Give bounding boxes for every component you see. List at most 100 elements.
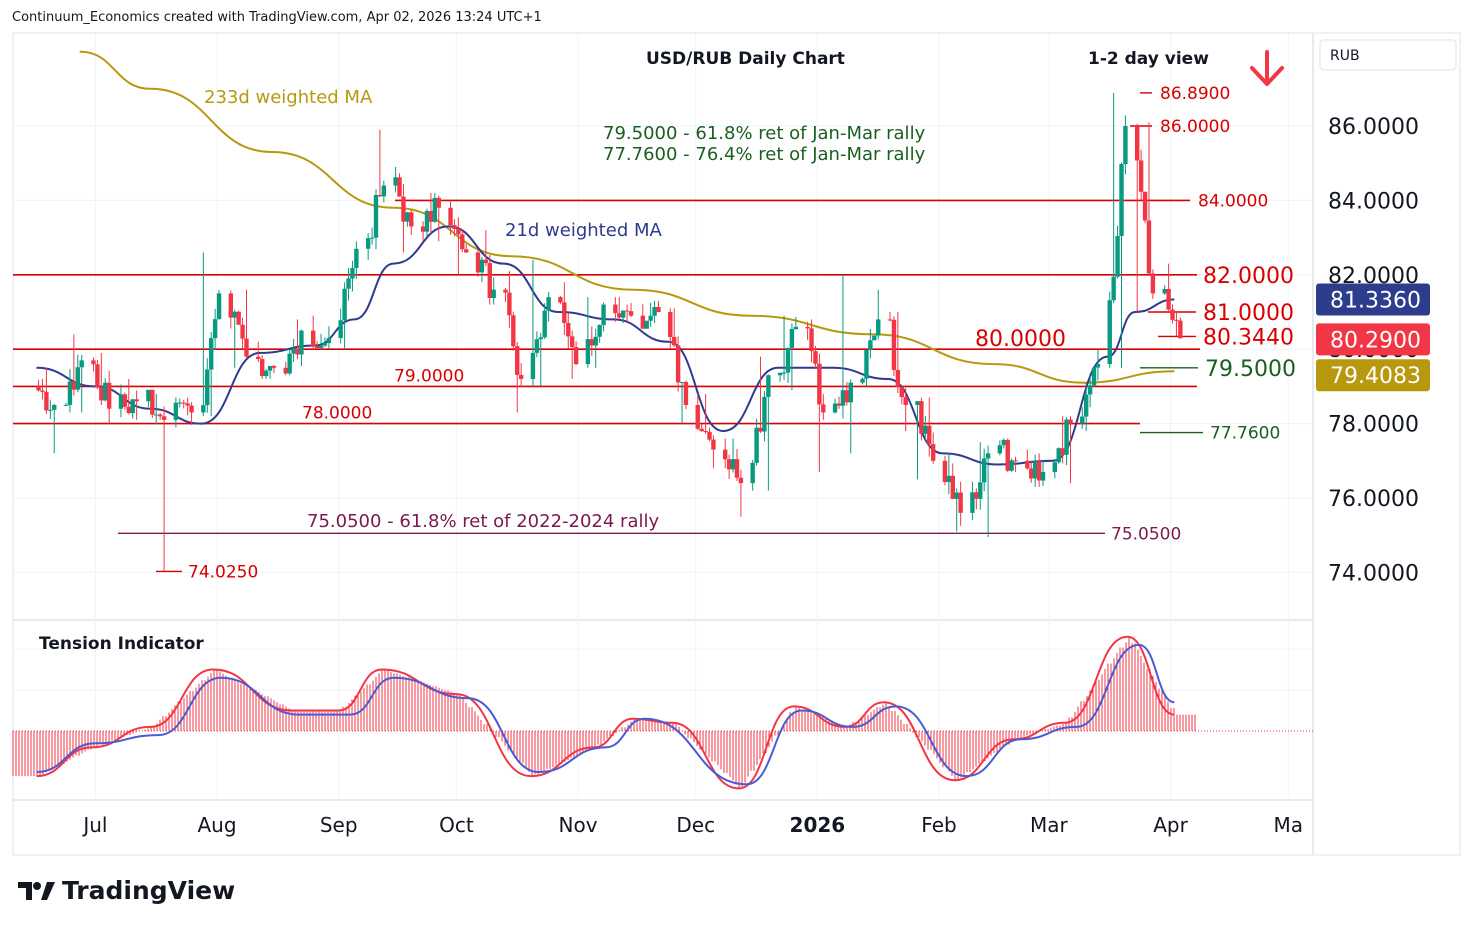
candle-body [789,329,795,348]
candle [734,448,740,482]
candle-body [624,310,630,312]
candle [613,297,618,322]
ma21-path [36,225,1175,466]
candle [232,309,237,368]
time-tick-3: Oct [439,813,474,837]
candle [475,248,481,277]
candle [71,334,77,396]
candle [487,254,492,305]
candle [299,329,304,366]
candle-body [558,297,563,303]
candle [1142,191,1148,224]
candle [134,390,139,420]
candle [244,289,249,359]
candle-body [271,365,277,368]
candle-body [401,196,406,222]
candle [558,295,563,305]
candle-body [369,237,375,239]
candle-body [848,382,853,403]
price-badge-bg [1316,359,1430,392]
candle-body [836,403,842,406]
candle-body [876,319,881,336]
candle [267,365,273,379]
currency-label: RUB [1330,48,1360,64]
candle-body [1060,448,1065,455]
candle [377,129,383,198]
candle-body [1174,319,1179,321]
candle [840,274,846,419]
candle-body [671,336,677,346]
candle [1115,225,1120,279]
candle-body [593,336,598,346]
candle [648,302,653,327]
candle [240,317,245,350]
candle-body [91,360,96,365]
candle-body [707,431,712,440]
candle [970,481,975,521]
candle [589,326,594,357]
candle-body [546,297,551,311]
candle [326,326,332,350]
candle-body [1080,416,1085,424]
time-axis[interactable]: Jul Aug Sep Oct Nov Dec 2026 Feb Mar Apr Ma [81,813,1303,837]
candle [452,219,457,237]
time-tick-10: Ma [1273,813,1303,837]
candle [173,397,179,428]
candle [397,173,402,197]
candle-body [640,315,646,329]
candle [503,287,508,303]
candle [1080,407,1085,429]
candle-body [346,278,351,289]
candle-body [958,492,963,513]
candle-body [452,225,457,229]
candle [730,438,736,473]
candle [381,180,387,203]
candle [711,435,716,469]
tradingview-logo-icon [18,881,55,900]
mark-label-86: 86.0000 [1160,117,1230,137]
annotations: 233d weighted MA 21d weighted MA 79.5000 -… [204,87,926,532]
candle-body [872,335,877,341]
price-axis[interactable]: RUB86.000084.000082.000080.000078.000076… [1316,39,1457,586]
candle-body [515,346,520,375]
candle-body [464,249,469,253]
candle [464,244,469,253]
candle-body [475,252,481,273]
candle-body [985,453,991,459]
candle-body [750,462,755,484]
candle-body [1138,160,1144,192]
candle-body [1052,462,1058,472]
candle-body [322,343,328,346]
candle [314,341,320,350]
candle-body [1005,439,1010,471]
candle-body [569,336,575,347]
candle [981,448,987,492]
candle [346,268,351,301]
brand[interactable]: TradingView [16,876,235,905]
candle [1146,122,1152,276]
candle-body [311,330,316,347]
candle-body [613,304,618,314]
candle-body [126,406,131,414]
candle [789,323,795,391]
candle [1001,438,1006,449]
candle [1174,312,1179,337]
candle [758,356,763,433]
candle-body [1032,461,1038,479]
candle-body [1025,460,1030,469]
price-badge-2: 79.4083 [1316,359,1430,392]
brand-name: TradingView [62,876,236,905]
candle [538,332,543,387]
candle-body [762,396,767,432]
candle [864,349,869,387]
candle [291,339,296,362]
candle-body [891,319,897,370]
candle-body [573,346,579,365]
candle-body [1056,448,1061,463]
candle-body [1115,236,1120,277]
candle [338,308,343,344]
candle-body [1119,164,1124,237]
candle [1013,456,1018,472]
